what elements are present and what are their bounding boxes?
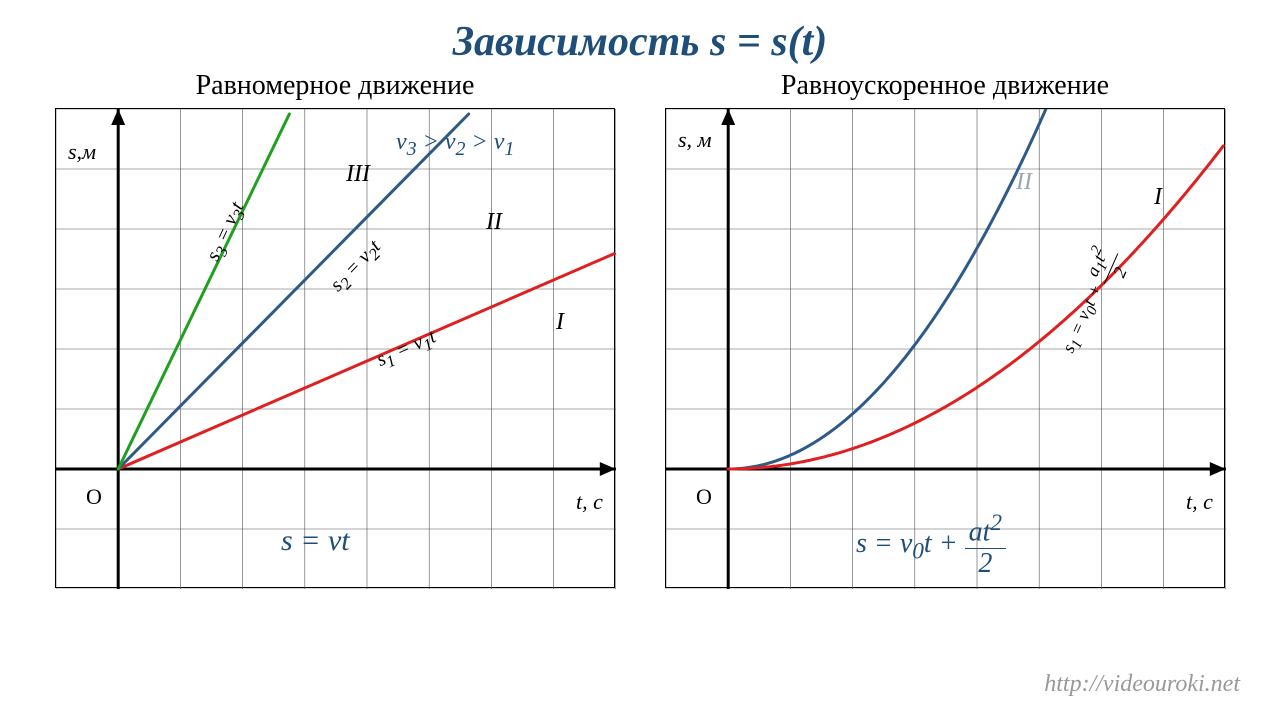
curve-label-ii: II: [1016, 169, 1032, 196]
left-panel: Равномерное движение s,м t, c O v3 > v2 …: [55, 70, 615, 588]
panels: Равномерное движение s,м t, c O v3 > v2 …: [0, 70, 1280, 588]
right-chart: s, м t, c O II I s1 = v0t + a1t22 s = v0…: [665, 108, 1225, 588]
right-subtitle: Равноускоренное движение: [665, 70, 1225, 102]
right-formula: s = v0t + at22: [856, 511, 1006, 580]
line-label-ii: II: [486, 209, 502, 236]
left-formula: s = vt: [281, 524, 350, 558]
x-axis-label: t, c: [576, 489, 603, 515]
page-title: Зависимость s = s(t): [0, 0, 1280, 66]
right-panel: Равноускоренное движение s, м t, c O II …: [665, 70, 1225, 588]
x-axis-label-r: t, c: [1186, 489, 1213, 515]
y-axis-label-r: s, м: [678, 127, 712, 153]
curve-label-i: I: [1154, 184, 1162, 211]
left-subtitle: Равномерное движение: [55, 70, 615, 102]
left-chart: s,м t, c O v3 > v2 > v1 I II III s1 = v1…: [55, 108, 615, 588]
line-label-iii: III: [346, 161, 370, 188]
source-link[interactable]: http://videouroki.net: [1044, 671, 1240, 698]
line-label-i: I: [556, 309, 564, 336]
y-axis-label: s,м: [68, 139, 96, 165]
origin-label: O: [86, 484, 102, 510]
velocity-inequality: v3 > v2 > v1: [396, 129, 514, 161]
origin-label-r: O: [696, 484, 712, 510]
